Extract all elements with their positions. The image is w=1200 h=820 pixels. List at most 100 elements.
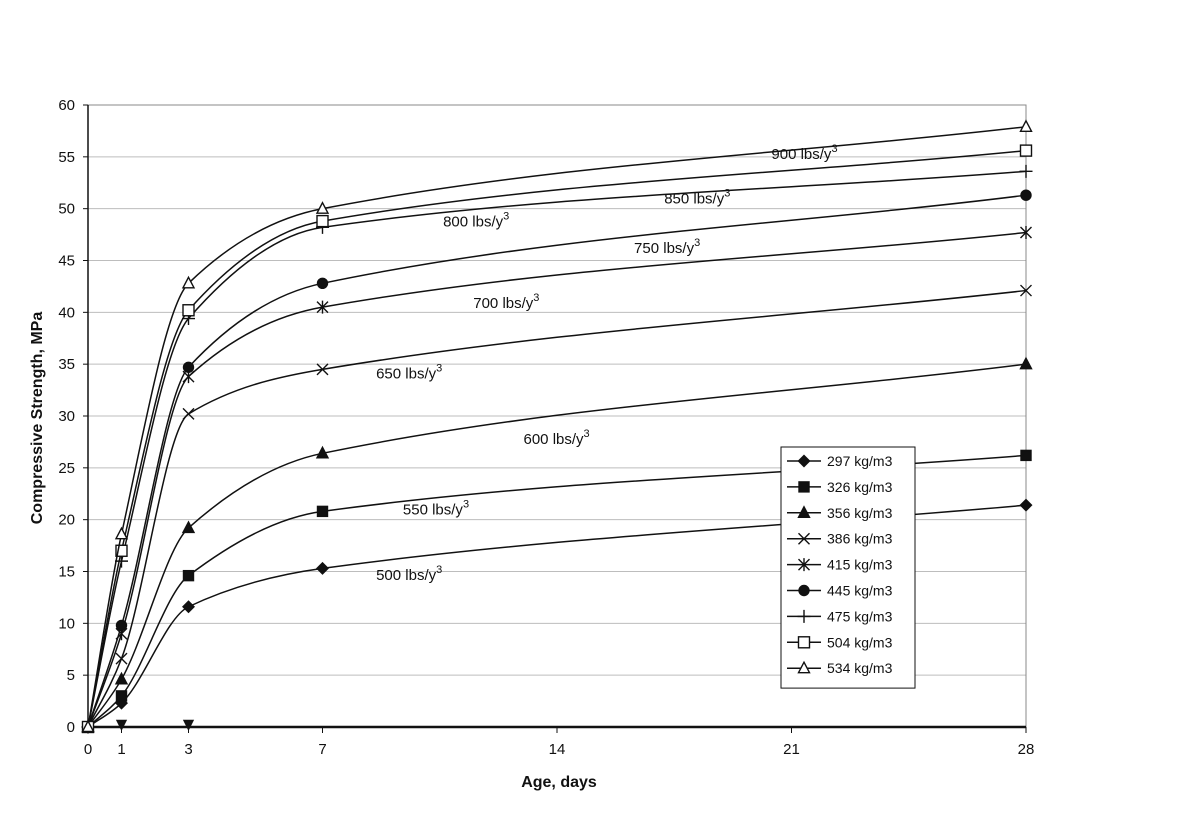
y-tick-label: 0 — [67, 719, 75, 736]
data-point — [1019, 164, 1033, 178]
x-tick-label: 21 — [783, 741, 800, 758]
series-group — [81, 119, 1033, 734]
data-point — [316, 561, 329, 575]
curve-label-text: 600 lbs/y — [524, 431, 585, 448]
curve-label-superscript: 3 — [831, 143, 837, 155]
y-tick-label: 30 — [58, 408, 75, 425]
data-point — [316, 277, 329, 290]
series-line — [87, 363, 1027, 728]
legend-item: 386 kg/m3 — [787, 531, 893, 547]
legend-marker — [798, 584, 810, 597]
legend-marker — [797, 609, 811, 623]
data-point — [1019, 144, 1033, 157]
curve-label-text: 500 lbs/y — [376, 567, 437, 584]
series-line — [87, 289, 1027, 728]
legend-label: 356 kg/m3 — [827, 505, 893, 521]
series-504-kg-m3 — [81, 144, 1033, 734]
legend-item: 504 kg/m3 — [787, 634, 893, 650]
data-point — [114, 526, 129, 540]
legend-marker — [797, 660, 811, 674]
legend-label: 534 kg/m3 — [827, 660, 893, 676]
curve-label: 850 lbs/y3 — [664, 187, 730, 207]
y-tick-label: 10 — [58, 615, 75, 632]
y-tick-label: 35 — [58, 356, 75, 373]
data-point — [182, 600, 195, 614]
curve-label: 550 lbs/y3 — [403, 498, 469, 518]
y-tick-label: 45 — [58, 253, 75, 270]
x-tick-label: 28 — [1018, 741, 1035, 758]
x-tick-label: 0 — [84, 741, 92, 758]
curve-label-superscript: 3 — [503, 210, 509, 222]
curve-label-text: 750 lbs/y — [634, 240, 695, 257]
legend-label: 504 kg/m3 — [827, 634, 893, 650]
data-point — [1020, 189, 1032, 201]
data-point — [182, 304, 195, 317]
curve-label: 900 lbs/y3 — [771, 143, 837, 163]
x-axis-title: Age, days — [521, 774, 597, 791]
curve-label-superscript: 3 — [694, 237, 700, 249]
curve-label-superscript: 3 — [533, 292, 539, 304]
data-point — [1019, 119, 1033, 132]
data-point — [81, 719, 95, 733]
y-axis-ticks: 0 5 10 15 20 25 30 35 40 45 50 55 60 — [58, 97, 88, 736]
legend-marker — [798, 532, 810, 545]
series-line — [87, 170, 1027, 728]
legend-marker — [798, 558, 810, 572]
legend-item: 475 kg/m3 — [787, 608, 893, 624]
data-point — [1020, 284, 1032, 297]
y-tick-label: 60 — [58, 97, 75, 114]
extra-marker — [115, 719, 128, 731]
curve-label-text: 900 lbs/y — [771, 146, 832, 163]
x-tick-label: 14 — [549, 741, 566, 758]
data-point — [1019, 356, 1033, 370]
extra-markers — [115, 719, 195, 731]
data-point — [114, 671, 129, 685]
curve-label-superscript: 3 — [463, 498, 469, 510]
y-tick-label: 50 — [58, 201, 75, 218]
data-point — [1020, 449, 1032, 462]
series-534-kg-m3 — [81, 119, 1033, 733]
legend: 297 kg/m3 326 kg/m3 356 kg/m3 386 kg/m3 415 … — [780, 446, 916, 689]
curve-label-text: 700 lbs/y — [473, 295, 534, 312]
x-tick-label: 7 — [318, 741, 326, 758]
data-point — [315, 201, 330, 214]
y-tick-label: 40 — [58, 304, 75, 321]
legend-label: 386 kg/m3 — [827, 531, 893, 547]
legend-marker — [797, 636, 811, 649]
x-tick-label: 1 — [117, 741, 125, 758]
curve-label: 700 lbs/y3 — [473, 292, 539, 312]
data-point — [316, 300, 329, 314]
curve-label-superscript: 3 — [436, 564, 442, 576]
legend-label: 297 kg/m3 — [827, 453, 893, 469]
curve-label-text: 550 lbs/y — [403, 501, 464, 518]
curve-label: 500 lbs/y3 — [376, 564, 442, 584]
series-line — [87, 149, 1027, 728]
data-point — [182, 569, 195, 582]
legend-item: 445 kg/m3 — [787, 583, 893, 599]
y-tick-label: 15 — [58, 564, 75, 581]
x-tick-label: 3 — [184, 741, 192, 758]
extra-marker — [182, 719, 195, 731]
data-point — [1019, 498, 1033, 512]
legend-item: 356 kg/m3 — [787, 505, 893, 521]
data-point — [115, 544, 128, 557]
curve-label: 650 lbs/y3 — [376, 363, 442, 383]
legend-marker — [797, 454, 811, 468]
legend-item: 534 kg/m3 — [787, 660, 893, 676]
curve-label: 750 lbs/y3 — [634, 237, 700, 257]
y-tick-label: 5 — [67, 667, 75, 684]
data-point — [182, 407, 195, 420]
curve-label-text: 850 lbs/y — [664, 190, 725, 207]
y-tick-label: 25 — [58, 460, 75, 477]
legend-marker — [797, 505, 811, 518]
series-line — [87, 126, 1027, 728]
data-point — [1020, 226, 1032, 240]
data-point — [182, 361, 195, 373]
legend-label: 415 kg/m3 — [827, 557, 893, 573]
curve-label-superscript: 3 — [584, 428, 590, 440]
data-point — [115, 690, 128, 702]
y-axis-title: Compressive Strength, MPa — [29, 312, 46, 525]
curve-label: 800 lbs/y3 — [443, 210, 509, 230]
